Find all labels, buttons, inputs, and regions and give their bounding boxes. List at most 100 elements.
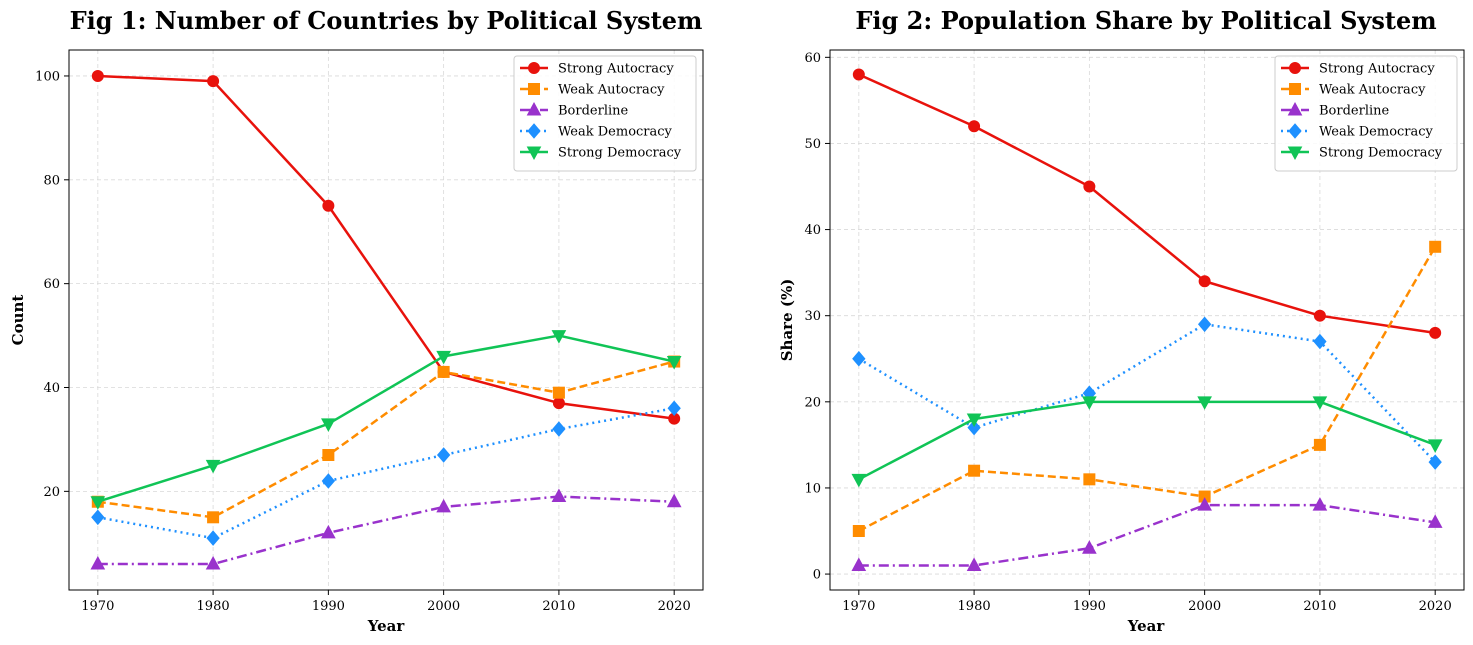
legend-label: Weak Democracy [558,125,673,140]
series-line [97,360,675,519]
data-point [321,473,336,489]
legend-label: Weak Autocracy [1319,83,1426,98]
data-point [966,557,982,571]
legend-marker [1287,101,1303,116]
series-strong-democracy [90,330,682,510]
data-point [206,530,220,546]
plot-frame [829,49,1465,591]
legend-marker [526,101,542,116]
legend-marker [1287,146,1303,161]
data-point [205,555,221,570]
legend-box [513,55,697,172]
data-point [91,509,105,526]
data-point [966,413,982,428]
legend-marker [1289,62,1301,74]
data-point [437,365,450,378]
series-line [97,74,675,420]
legend: Strong Autocracy Weak Autocracy Borderline… [1274,55,1458,172]
x-axis: 1970 1980 1990 2000 2010 2020 [842,590,1452,614]
legend-item: Strong Autocracy [1281,62,1435,77]
legend-item: Strong Autocracy [520,62,674,77]
data-point [1197,396,1212,410]
legend-label: Strong Autocracy [1319,62,1435,77]
chart-title: Fig 1: Number of Countries by Political … [70,6,703,35]
data-point [322,199,335,212]
y-tick-label: 60 [43,277,60,292]
data-point [205,459,221,474]
y-tick-label: 80 [43,173,60,188]
x-tick-label: 2000 [427,599,460,614]
data-point [207,511,220,524]
series-line [858,400,1436,481]
legend-marker [526,146,542,161]
x-tick-label: 2000 [1188,599,1221,614]
legend-item: Borderline [520,101,629,119]
data-point [552,421,566,437]
data-point [968,464,981,477]
data-point [1197,497,1212,511]
y-axis-label: Count [9,295,27,346]
data-point [91,69,104,82]
legend-marker [1289,83,1301,95]
series-weak-democracy [852,316,1442,470]
data-point [90,555,106,570]
plot-frame [68,49,704,591]
y-tick-label: 30 [804,309,821,324]
data-point [1082,540,1097,554]
data-point [1083,180,1096,193]
x-tick-label: 1970 [81,599,114,614]
legend-marker [1288,123,1302,139]
legend-marker [528,83,540,95]
series-line [858,246,1437,533]
legend-item: Strong Democracy [1281,146,1443,161]
data-point [852,68,865,81]
data-point [1428,454,1442,470]
data-point [90,496,106,510]
y-tick-label: 20 [43,485,60,500]
data-point [436,498,451,513]
data-point [1313,438,1326,451]
data-point [666,356,682,370]
data-point [852,350,866,367]
series-strong-democracy [851,396,1443,488]
y-axis-label: Share (%) [778,279,796,362]
x-tick-label: 2010 [542,599,575,614]
x-tick-label: 1990 [312,599,345,614]
series-line [858,73,1436,335]
y-tick-label: 0 [813,568,821,583]
data-point [852,525,865,538]
y-tick-label: 20 [804,395,821,410]
x-axis-label: Year [367,617,406,635]
series-borderline [851,497,1443,571]
chart-title: Fig 2: Population Share by Political Sys… [855,6,1436,35]
legend-label: Weak Democracy [1319,125,1434,140]
data-point [967,419,981,436]
x-tick-label: 1970 [842,599,875,614]
series-line [97,495,675,566]
x-tick-label: 2020 [1419,599,1452,614]
legend-label: Borderline [1319,104,1390,119]
x-tick-label: 2010 [1303,599,1336,614]
legend-marker [528,62,540,74]
data-point [551,488,567,503]
data-point [1313,309,1326,322]
data-point [322,449,335,461]
y-axis: 0 10 20 30 40 50 60 [804,51,830,583]
data-point [1312,497,1328,511]
y-tick-label: 50 [804,137,821,152]
x-tick-label: 1980 [197,599,230,614]
series-line [97,334,675,503]
data-point [321,418,336,432]
y-tick-label: 40 [804,223,821,238]
data-point [968,120,981,133]
legend-label: Weak Autocracy [558,83,665,98]
legend-marker [527,123,541,139]
legend-item: Strong Democracy [520,146,682,161]
data-point [1197,316,1212,333]
legend-label: Borderline [558,104,629,119]
legend-item: Weak Autocracy [520,83,665,98]
data-point [851,557,867,571]
data-point [1312,396,1328,410]
data-point [1427,439,1443,453]
